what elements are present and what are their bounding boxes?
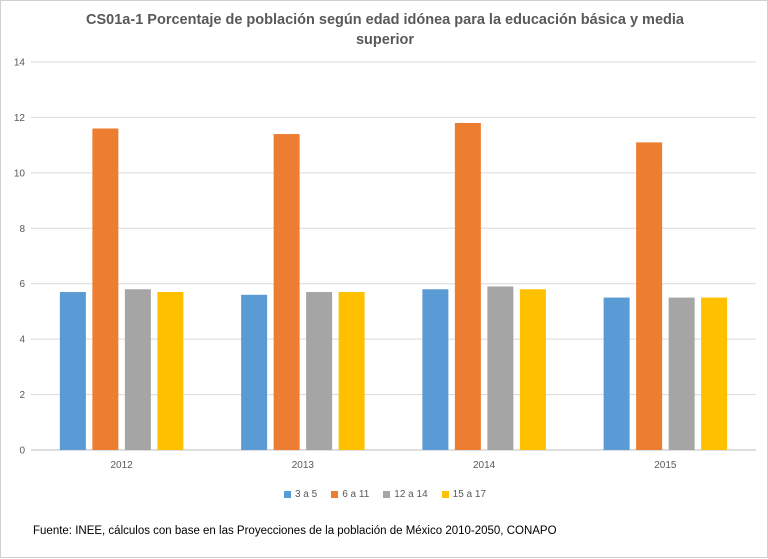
legend-swatch xyxy=(441,491,449,498)
y-tick-label: 6 xyxy=(19,279,25,290)
legend-item: 15 a 17 xyxy=(441,489,487,500)
y-tick-label: 4 xyxy=(19,335,25,346)
legend-label: 15 a 17 xyxy=(452,489,487,500)
bar xyxy=(338,292,365,450)
x-tick-label: 2015 xyxy=(654,460,677,471)
bar xyxy=(306,292,333,450)
chart-title: CS01a-1 Porcentaje de población según ed… xyxy=(86,12,684,48)
bar xyxy=(668,297,695,450)
legend-item: 6 a 11 xyxy=(331,489,369,500)
y-tick-label: 8 xyxy=(19,224,25,235)
legend-label: 6 a 11 xyxy=(342,489,370,500)
bar xyxy=(273,134,300,451)
y-tick-label: 14 xyxy=(14,58,26,69)
legend-item: 3 a 5 xyxy=(283,489,318,500)
bar xyxy=(422,289,449,450)
bar xyxy=(519,289,546,450)
x-tick-label: 2014 xyxy=(473,460,496,471)
legend-swatch xyxy=(331,491,339,498)
y-tick-label: 10 xyxy=(14,168,26,179)
legend-label: 12 a 14 xyxy=(394,489,428,500)
bar xyxy=(59,292,86,450)
bar xyxy=(241,294,268,450)
legend: 3 a 5 6 a 11 12 a 14 15 a 17 xyxy=(1,489,768,500)
legend-swatch xyxy=(283,491,291,498)
legend-item: 12 a 14 xyxy=(383,489,428,500)
y-tick-label: 2 xyxy=(19,390,25,401)
y-tick-label: 12 xyxy=(14,113,26,124)
x-tick-label: 2013 xyxy=(292,460,315,471)
bar xyxy=(124,289,151,450)
source-note: Fuente: INEE, cálculos con base en las P… xyxy=(33,525,557,537)
legend-swatch xyxy=(383,491,391,498)
legend-label: 3 a 5 xyxy=(294,489,318,500)
bar xyxy=(487,286,514,450)
bar xyxy=(701,297,728,450)
bar xyxy=(636,142,663,450)
x-tick-label: 2012 xyxy=(111,460,134,471)
bar xyxy=(603,297,630,450)
bar xyxy=(157,292,184,450)
bar xyxy=(454,122,481,450)
bar xyxy=(92,128,119,450)
y-tick-label: 0 xyxy=(19,446,25,457)
